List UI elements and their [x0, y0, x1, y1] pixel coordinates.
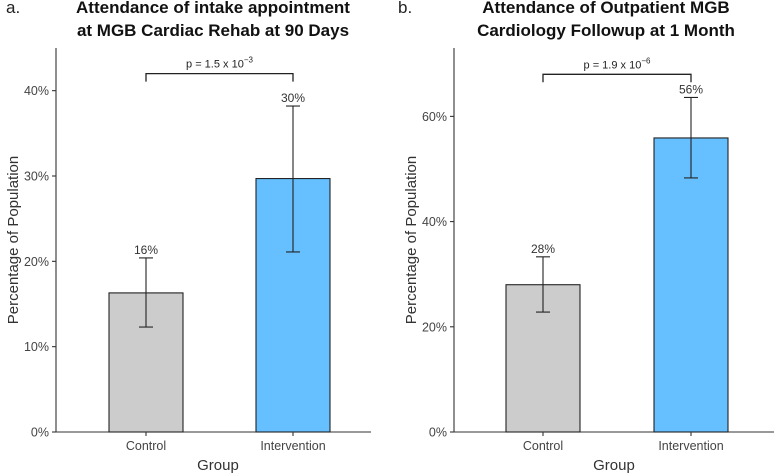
y-axis-title: Percentage of Population — [5, 156, 22, 324]
y-tick-label: 10% — [24, 340, 49, 354]
x-tick-label-intervention: Intervention — [658, 439, 723, 453]
error-bar-control — [139, 257, 153, 328]
x-axis-title: Group — [197, 457, 239, 473]
bar-intervention — [653, 137, 729, 433]
chart-title-line-2: Cardiology Followup at 1 Month — [477, 21, 735, 40]
data-label-intervention: 30% — [281, 91, 305, 105]
y-tick-label: 0% — [429, 426, 447, 440]
chart-title-line-1: Attendance of Outpatient MGB — [482, 0, 729, 17]
chart-title-line-2: at MGB Cardiac Rehab at 90 Days — [77, 21, 349, 40]
x-tick-label-control: Control — [126, 439, 166, 453]
error-bar-intervention — [286, 105, 300, 253]
y-tick-label: 0% — [31, 426, 49, 440]
p-value-label: p = 1.5 x 10−3 — [186, 56, 253, 71]
p-value-exponent: −6 — [641, 56, 651, 65]
y-tick-label: 20% — [24, 255, 49, 269]
y-tick-label: 60% — [422, 110, 447, 124]
p-value-label: p = 1.9 x 10−6 — [584, 56, 651, 71]
significance-bracket — [145, 72, 294, 82]
p-value-base: p = 1.9 x 10 — [584, 59, 642, 71]
y-tick-label: 30% — [24, 170, 49, 184]
chart-title-line-1: Attendance of intake appointment — [76, 0, 350, 17]
x-tick-label-control: Control — [523, 439, 563, 453]
p-value-exponent: −3 — [244, 56, 254, 65]
p-value-base: p = 1.5 x 10 — [186, 59, 244, 71]
panel-label: a. — [6, 0, 20, 17]
y-tick-label: 40% — [24, 84, 49, 98]
significance-bracket — [542, 73, 692, 83]
y-tick-label: 40% — [422, 215, 447, 229]
error-bar-control — [536, 256, 550, 313]
data-label-control: 28% — [531, 242, 555, 256]
y-tick-label: 20% — [422, 320, 447, 334]
data-label-intervention: 56% — [679, 82, 703, 96]
x-axis-title: Group — [593, 457, 635, 473]
panel-a: a. Attendance of intake appointment at MGB… — [5, 0, 371, 473]
panel-label: b. — [398, 0, 412, 17]
x-tick-label-intervention: Intervention — [260, 439, 325, 453]
data-label-control: 16% — [134, 243, 158, 257]
error-bar-intervention — [684, 96, 698, 179]
y-axis-title: Percentage of Population — [403, 156, 420, 324]
panel-b: b. Attendance of Outpatient MGB Cardiology… — [398, 0, 774, 473]
